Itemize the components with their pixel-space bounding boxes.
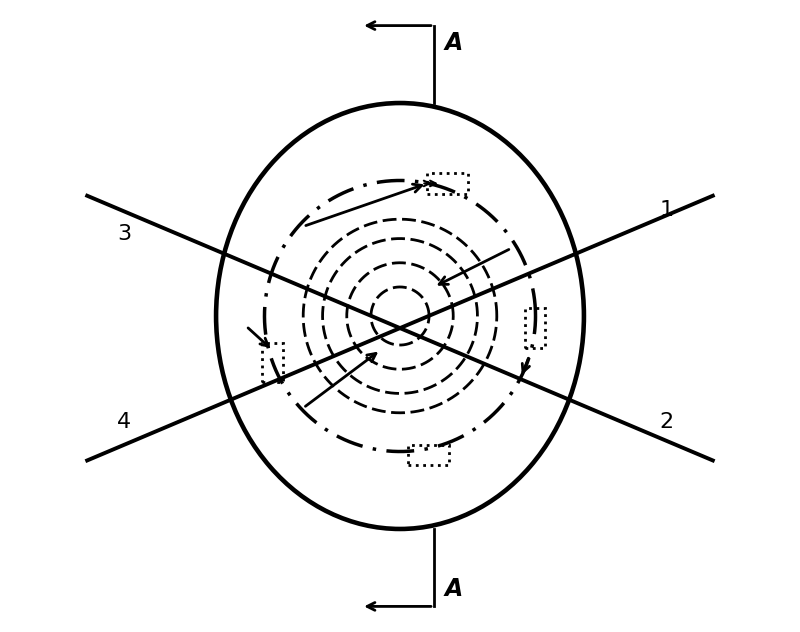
Bar — [525, 308, 545, 348]
Text: 3: 3 — [117, 224, 131, 244]
Bar — [408, 445, 449, 465]
Text: A: A — [444, 30, 462, 54]
Bar — [262, 343, 283, 382]
Text: 2: 2 — [659, 413, 674, 432]
Bar — [427, 173, 468, 193]
Text: 1: 1 — [659, 200, 674, 219]
Text: 4: 4 — [117, 413, 131, 432]
Text: A: A — [444, 578, 462, 602]
